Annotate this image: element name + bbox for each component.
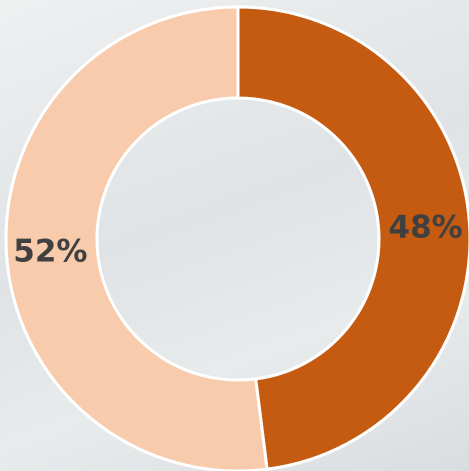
value-label: 48% xyxy=(389,210,463,246)
value-label: 52% xyxy=(13,233,87,269)
donut-segment xyxy=(4,5,269,471)
donut-segment xyxy=(236,5,469,471)
